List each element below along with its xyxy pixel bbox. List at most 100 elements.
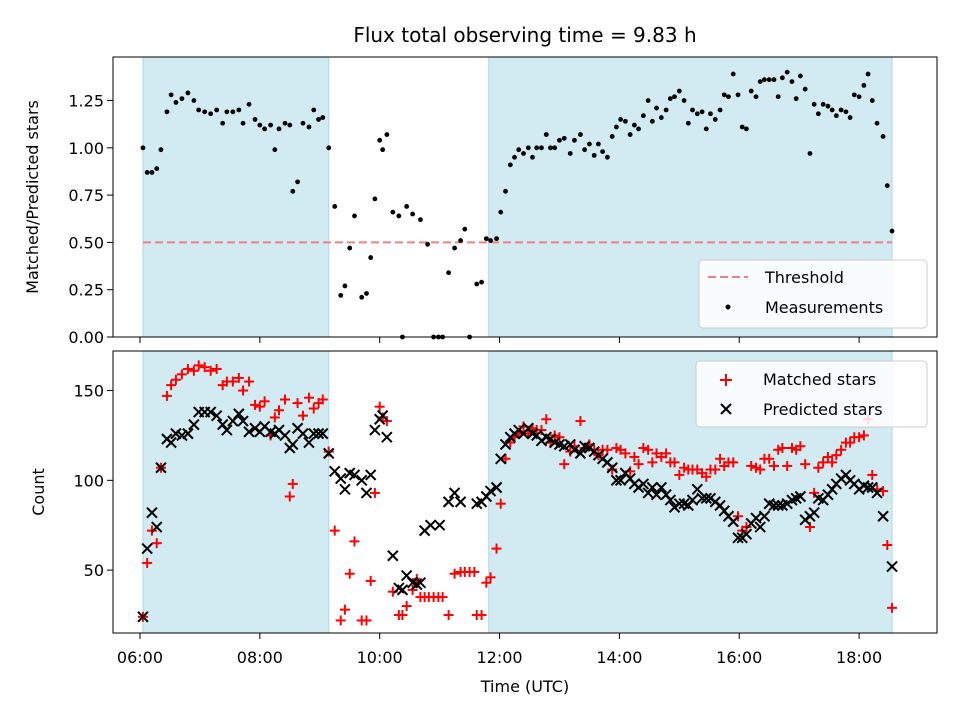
top-y-tick-label: 1.25	[68, 92, 104, 111]
bottom-x-tick-label: 10:00	[357, 648, 403, 667]
measurement-point	[703, 126, 709, 132]
measurement-point	[627, 132, 633, 137]
matched-star-point	[575, 416, 586, 427]
matched-star-point	[250, 399, 261, 410]
measurement-point	[372, 196, 378, 202]
predicted-x-b	[606, 462, 618, 474]
top-axes-frame	[112, 56, 938, 338]
matched-star-point	[151, 538, 162, 549]
measurement-point	[276, 126, 282, 132]
bottom-x-tick-label: 12:00	[476, 648, 522, 667]
predicted-star-point	[387, 550, 399, 562]
predicted-star-point	[442, 496, 455, 508]
predicted-x-b	[381, 431, 393, 443]
measurement-point	[582, 147, 588, 153]
matched-star-point	[882, 539, 893, 550]
predicted-x-b	[610, 474, 623, 487]
measurement-point	[865, 71, 871, 77]
matched-star-point	[701, 471, 712, 482]
measurement-point	[825, 103, 831, 109]
predicted-x-b	[433, 519, 446, 531]
measurement-point	[880, 134, 886, 139]
predicted-x-b	[210, 409, 223, 422]
matched-star-point	[831, 450, 842, 461]
measurement-point	[708, 111, 713, 117]
predicted-star-point	[360, 487, 373, 499]
measurement-point	[567, 151, 573, 156]
predicted-star-point	[303, 436, 315, 449]
measurement-point	[390, 209, 396, 215]
matched-star-point	[254, 401, 265, 412]
predicted-star-point	[758, 510, 771, 522]
predicted-star-point	[606, 462, 618, 474]
measurement-point	[240, 120, 246, 126]
top-legend: Threshold Measurements	[698, 259, 928, 329]
measurement-point	[884, 183, 890, 189]
measurement-point	[384, 132, 390, 137]
matched-star-point	[259, 396, 270, 407]
measurement-point	[452, 245, 457, 251]
matched-star-point	[166, 380, 177, 391]
matched-star-point	[344, 568, 355, 579]
measurement-point	[364, 291, 369, 296]
matched-star-point	[633, 459, 644, 470]
measurement-point	[685, 120, 691, 126]
measurement-point	[829, 107, 835, 113]
predicted-x-b	[696, 492, 708, 504]
measurement-point	[631, 122, 637, 128]
measurement-point	[771, 77, 777, 83]
predicted-x-b	[339, 483, 351, 496]
predicted-star-point	[696, 492, 708, 504]
matched-star-point	[361, 615, 372, 626]
matched-star-point	[858, 430, 869, 441]
measurement-point	[287, 122, 293, 128]
predicted-x-b	[646, 481, 659, 494]
predicted-x-b	[297, 427, 309, 440]
predicted-star-point	[308, 427, 320, 440]
measurement-point	[753, 94, 759, 100]
matched-star-point	[710, 464, 721, 475]
measurement-point	[462, 226, 468, 232]
matched-star-point	[476, 610, 487, 621]
top-y-axis-label: Matched/Predicted stars	[23, 100, 42, 294]
measurement-point	[488, 238, 493, 243]
measurement-point	[311, 107, 317, 113]
predicted-x-b	[387, 550, 399, 562]
matched-star-point	[795, 441, 806, 452]
measurement-point	[521, 151, 526, 156]
predicted-star-point	[141, 542, 153, 555]
measurement-point	[557, 137, 562, 143]
predicted-x-b	[335, 472, 347, 485]
predicted-x-b	[727, 515, 739, 528]
measurement-point	[779, 75, 785, 81]
predicted-x-b	[812, 492, 825, 504]
measurement-point	[600, 149, 606, 154]
measurement-point	[815, 111, 821, 117]
matched-star-point	[813, 462, 824, 473]
measurement-point	[282, 120, 288, 126]
predicted-star-point	[568, 444, 581, 456]
measurement-point	[410, 211, 416, 217]
measurement-point	[889, 228, 895, 234]
measurement-point	[797, 73, 803, 79]
predicted-star-points	[137, 406, 898, 623]
measurement-point	[214, 107, 220, 113]
matched-star-point	[269, 412, 280, 423]
predicted-x-b	[312, 427, 325, 440]
measurement-point	[483, 236, 489, 242]
measurement-point	[694, 111, 700, 117]
measurement-point	[252, 117, 258, 122]
measurement-point	[158, 147, 164, 153]
measurement-point	[332, 204, 338, 209]
predicted-star-point	[772, 499, 784, 512]
measurement-points	[140, 69, 895, 340]
measurement-point	[622, 118, 628, 124]
predicted-star-point	[574, 447, 587, 460]
matched-star-point	[308, 403, 319, 414]
predicted-legend-label: Predicted stars	[763, 400, 883, 419]
predicted-x-b	[454, 496, 467, 508]
predicted-star-point	[381, 431, 393, 443]
matched-star-point	[292, 398, 303, 409]
predicted-star-point	[750, 512, 762, 524]
predicted-x-b	[348, 469, 361, 481]
